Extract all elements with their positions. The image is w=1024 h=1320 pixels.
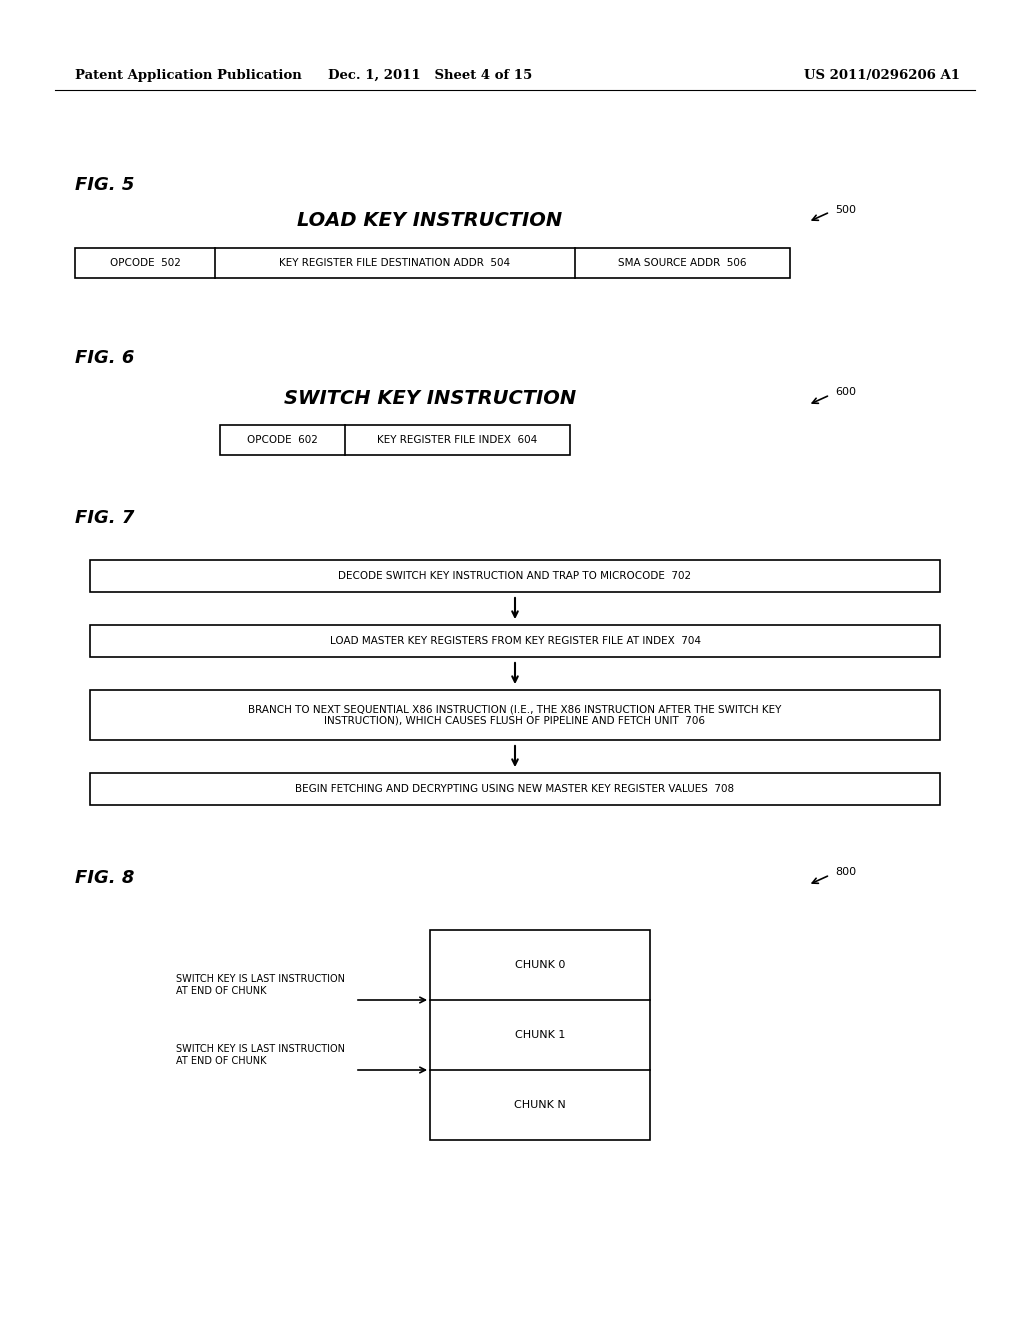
Text: LOAD MASTER KEY REGISTERS FROM KEY REGISTER FILE AT INDEX  704: LOAD MASTER KEY REGISTERS FROM KEY REGIS… — [330, 636, 700, 645]
Text: KEY REGISTER FILE DESTINATION ADDR  504: KEY REGISTER FILE DESTINATION ADDR 504 — [280, 257, 511, 268]
Text: SWITCH KEY INSTRUCTION: SWITCH KEY INSTRUCTION — [284, 388, 577, 408]
Text: BEGIN FETCHING AND DECRYPTING USING NEW MASTER KEY REGISTER VALUES  708: BEGIN FETCHING AND DECRYPTING USING NEW … — [296, 784, 734, 795]
Text: 800: 800 — [835, 867, 856, 876]
Text: OPCODE  502: OPCODE 502 — [110, 257, 180, 268]
Text: 600: 600 — [835, 387, 856, 397]
Text: SWITCH KEY IS LAST INSTRUCTION
AT END OF CHUNK: SWITCH KEY IS LAST INSTRUCTION AT END OF… — [175, 1044, 344, 1065]
Bar — [220, 425, 570, 455]
Text: KEY REGISTER FILE INDEX  604: KEY REGISTER FILE INDEX 604 — [378, 436, 538, 445]
Text: DECODE SWITCH KEY INSTRUCTION AND TRAP TO MICROCODE  702: DECODE SWITCH KEY INSTRUCTION AND TRAP T… — [339, 572, 691, 581]
Bar — [90, 690, 940, 741]
Bar — [430, 931, 650, 1140]
Bar — [75, 248, 790, 279]
Text: CHUNK N: CHUNK N — [514, 1100, 566, 1110]
Text: Patent Application Publication: Patent Application Publication — [75, 69, 302, 82]
Text: OPCODE  602: OPCODE 602 — [247, 436, 317, 445]
Text: Dec. 1, 2011   Sheet 4 of 15: Dec. 1, 2011 Sheet 4 of 15 — [328, 69, 532, 82]
Text: SMA SOURCE ADDR  506: SMA SOURCE ADDR 506 — [618, 257, 746, 268]
Text: FIG. 7: FIG. 7 — [75, 510, 134, 527]
Bar — [90, 774, 940, 805]
Text: FIG. 5: FIG. 5 — [75, 176, 134, 194]
Text: FIG. 8: FIG. 8 — [75, 869, 134, 887]
Text: CHUNK 1: CHUNK 1 — [515, 1030, 565, 1040]
Bar — [90, 560, 940, 591]
Text: SWITCH KEY IS LAST INSTRUCTION
AT END OF CHUNK: SWITCH KEY IS LAST INSTRUCTION AT END OF… — [175, 974, 344, 995]
Text: 500: 500 — [835, 205, 856, 215]
Text: CHUNK 0: CHUNK 0 — [515, 960, 565, 970]
Text: BRANCH TO NEXT SEQUENTIAL X86 INSTRUCTION (I.E., THE X86 INSTRUCTION AFTER THE S: BRANCH TO NEXT SEQUENTIAL X86 INSTRUCTIO… — [248, 704, 781, 726]
Bar — [90, 624, 940, 657]
Text: US 2011/0296206 A1: US 2011/0296206 A1 — [804, 69, 961, 82]
Text: LOAD KEY INSTRUCTION: LOAD KEY INSTRUCTION — [297, 210, 562, 230]
Text: FIG. 6: FIG. 6 — [75, 348, 134, 367]
